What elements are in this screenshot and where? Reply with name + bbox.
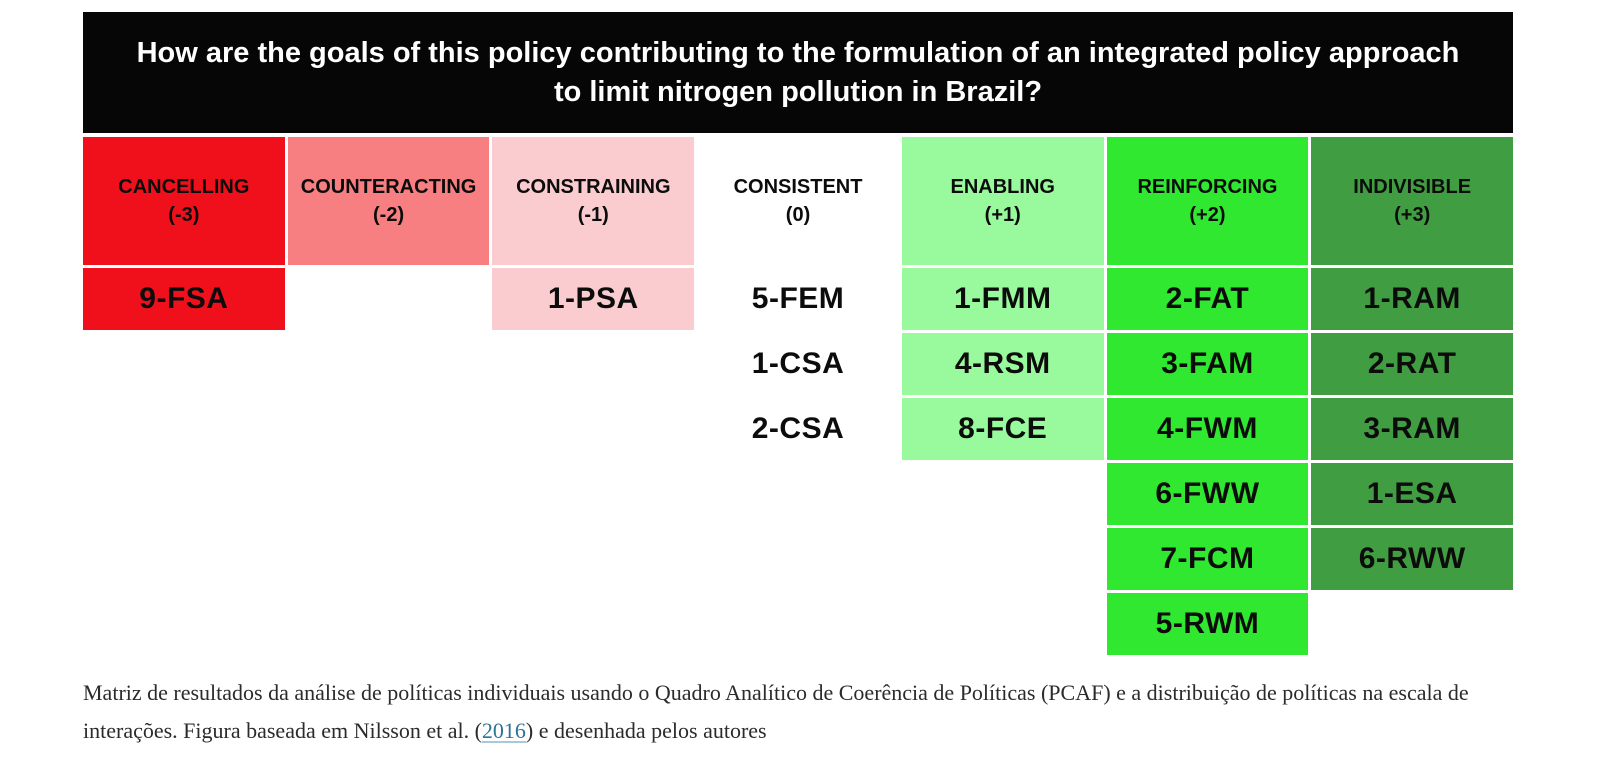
figure-title: How are the goals of this policy contrib…: [83, 12, 1513, 133]
policy-cell: 7-FCM: [1106, 528, 1309, 590]
column-label: COUNTERACTING: [300, 176, 477, 198]
column-score: (-1): [577, 204, 609, 226]
column-score: (+3): [1394, 204, 1431, 226]
column-enabling: ENABLING (+1) 1-FMM 4-RSM 8-FCE: [901, 137, 1104, 655]
policy-cell: 4-FWM: [1106, 398, 1309, 460]
column-label: INDIVISIBLE: [1353, 176, 1472, 198]
policy-cell: 1-ESA: [1311, 463, 1514, 525]
column-score: (-3): [168, 204, 200, 226]
policy-cell: 8-FCE: [901, 398, 1104, 460]
column-constraining: CONSTRAINING (-1) 1-PSA: [492, 137, 695, 655]
column-header-constraining: CONSTRAINING (-1): [492, 137, 695, 265]
column-label: ENABLING: [950, 176, 1055, 198]
policy-cell: 1-FMM: [901, 268, 1104, 330]
column-header-reinforcing: REINFORCING (+2): [1106, 137, 1309, 265]
policy-coherence-figure: How are the goals of this policy contrib…: [83, 12, 1514, 655]
policy-cell: 5-FEM: [697, 268, 899, 330]
column-label: CANCELLING: [118, 176, 250, 198]
policy-cell: 5-RWM: [1106, 593, 1309, 655]
policy-cell: 3-RAM: [1311, 398, 1514, 460]
column-counteracting: COUNTERACTING (-2): [287, 137, 490, 655]
policy-cell: 9-FSA: [83, 268, 285, 330]
column-label: CONSTRAINING: [516, 176, 671, 198]
figure-caption: Matriz de resultados da análise de polít…: [83, 674, 1495, 750]
column-score: (+2): [1189, 204, 1226, 226]
column-header-enabling: ENABLING (+1): [901, 137, 1104, 265]
column-cancelling: CANCELLING (-3) 9-FSA: [83, 137, 285, 655]
column-score: (+1): [984, 204, 1021, 226]
column-score: (-2): [373, 204, 405, 226]
column-header-counteracting: COUNTERACTING (-2): [287, 137, 490, 265]
column-header-cancelling: CANCELLING (-3): [83, 137, 285, 265]
column-indivisible: INDIVISIBLE (+3) 1-RAM 2-RAT 3-RAM 1-ESA…: [1311, 137, 1514, 655]
policy-cell: 4-RSM: [901, 333, 1104, 395]
column-header-consistent: CONSISTENT (0): [697, 137, 899, 265]
column-label: CONSISTENT: [733, 176, 863, 198]
column-reinforcing: REINFORCING (+2) 2-FAT 3-FAM 4-FWM 6-FWW…: [1106, 137, 1309, 655]
interaction-matrix: CANCELLING (-3) 9-FSA COUNTERACTING (-2)…: [83, 137, 1514, 655]
column-header-indivisible: INDIVISIBLE (+3): [1311, 137, 1514, 265]
citation-link-2016[interactable]: 2016: [481, 718, 526, 743]
caption-text-before-link: Matriz de resultados da análise de polít…: [83, 680, 1469, 743]
caption-text-after-link: ) e desenhada pelos autores: [525, 718, 767, 743]
policy-cell: 6-FWW: [1106, 463, 1309, 525]
column-score: (0): [785, 204, 811, 226]
column-label: REINFORCING: [1137, 176, 1278, 198]
policy-cell: 1-PSA: [492, 268, 695, 330]
policy-cell: 1-RAM: [1311, 268, 1514, 330]
policy-cell: 2-CSA: [697, 398, 899, 460]
policy-cell: 2-RAT: [1311, 333, 1514, 395]
policy-cell: 1-CSA: [697, 333, 899, 395]
policy-cell: 3-FAM: [1106, 333, 1309, 395]
column-consistent: CONSISTENT (0) 5-FEM 1-CSA 2-CSA: [697, 137, 899, 655]
policy-cell: 2-FAT: [1106, 268, 1309, 330]
policy-cell: 6-RWW: [1311, 528, 1514, 590]
